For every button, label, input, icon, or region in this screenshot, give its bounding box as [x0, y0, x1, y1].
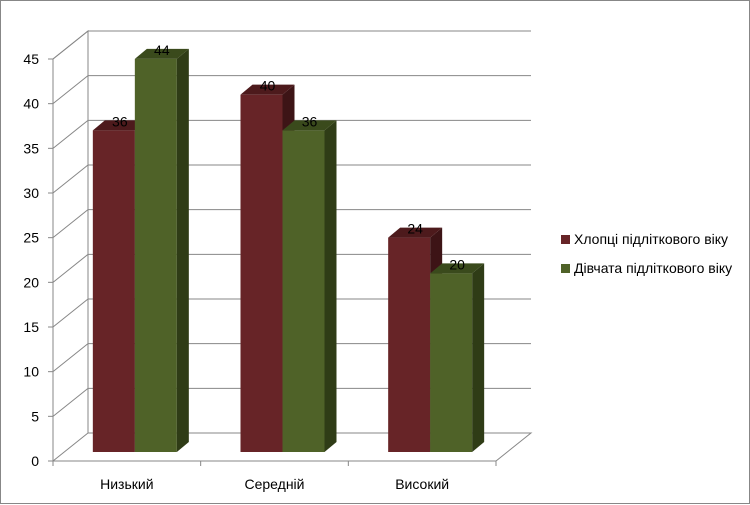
gridline	[52, 30, 531, 60]
data-label: 36	[112, 113, 128, 129]
x-axis-categories: Низький Середній Високий	[52, 461, 497, 492]
y-tick-label: 0	[31, 453, 39, 469]
legend-swatch	[561, 235, 570, 244]
gridline	[52, 164, 531, 194]
bar-top	[134, 48, 189, 59]
bar-top	[240, 84, 295, 95]
data-label: 36	[302, 113, 318, 129]
gridline	[52, 298, 531, 328]
bar-side	[324, 120, 337, 453]
y-tick-label: 15	[23, 319, 39, 335]
x-category-label: Середній	[245, 476, 305, 492]
data-label: 24	[407, 221, 423, 237]
bar-side	[472, 263, 485, 452]
gridline	[52, 432, 531, 462]
legend-label: Дівчата підліткового віку	[574, 260, 732, 276]
bar-top	[388, 227, 443, 238]
legend-swatch	[561, 264, 570, 273]
x-category-label: Високий	[395, 476, 449, 492]
y-tick-label: 5	[31, 408, 39, 424]
y-axis-ticks: 0 5 10 15 20 25 30 35 40 45	[23, 51, 53, 469]
bar-front	[92, 130, 135, 452]
y-tick-label: 45	[23, 51, 39, 67]
data-label: 20	[449, 256, 465, 272]
bar-front	[430, 273, 473, 452]
y-tick-label: 40	[23, 96, 39, 112]
y-tick-label: 20	[23, 274, 39, 290]
bar-series	[92, 48, 485, 453]
bar-front	[240, 94, 283, 453]
gridline	[52, 387, 531, 417]
y-tick-label: 25	[23, 230, 39, 246]
bar-front	[134, 58, 177, 452]
legend: Хлопці підліткового віку Дівчата підлітко…	[561, 231, 732, 276]
gridline	[52, 209, 531, 239]
data-labels: 36 44 40 36 24 20	[112, 42, 465, 272]
bar-top	[92, 120, 147, 131]
y-tick-label: 10	[23, 364, 39, 380]
gridline	[52, 343, 531, 373]
gridline	[52, 253, 531, 283]
bar-front	[282, 130, 325, 452]
bar-top	[430, 263, 485, 274]
bar-front	[388, 237, 431, 452]
bar-top	[282, 120, 337, 131]
gridline	[52, 75, 531, 105]
y-tick-label: 30	[23, 185, 39, 201]
x-category-label: Низький	[100, 476, 153, 492]
chart-gridlines	[52, 30, 531, 462]
bar-side	[176, 48, 189, 452]
y-tick-label: 35	[23, 140, 39, 156]
legend-label: Хлопці підліткового віку	[574, 231, 728, 247]
data-label: 44	[154, 42, 170, 58]
gridline	[52, 119, 531, 149]
data-label: 40	[260, 78, 276, 94]
side-wall	[52, 29, 89, 461]
